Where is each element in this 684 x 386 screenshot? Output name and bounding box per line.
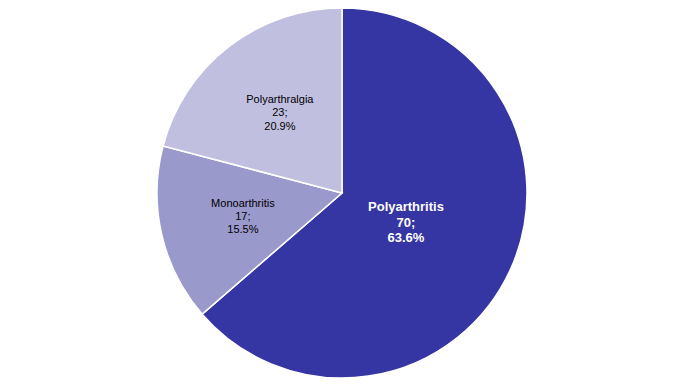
data-label: 17; (235, 210, 250, 222)
data-label: Polyarthritis (368, 199, 444, 214)
data-label: 20.9% (264, 120, 295, 132)
chart: Polyarthritis70;63.6% Monoarthritis17;15.… (0, 0, 684, 386)
data-label: 70; (397, 215, 416, 230)
pie: Polyarthritis70;63.6% Monoarthritis17;15.… (157, 8, 527, 378)
slices (157, 8, 527, 378)
data-label: 23; (272, 106, 287, 118)
data-label: Polyarthralgia (246, 93, 314, 105)
data-label: 15.5% (227, 223, 258, 235)
data-labels: Polyarthritis70;63.6% Monoarthritis17;15.… (211, 93, 444, 245)
data-label: 63.6% (388, 230, 425, 245)
data-label: Monoarthritis (211, 197, 275, 209)
pie-slice (163, 8, 342, 193)
